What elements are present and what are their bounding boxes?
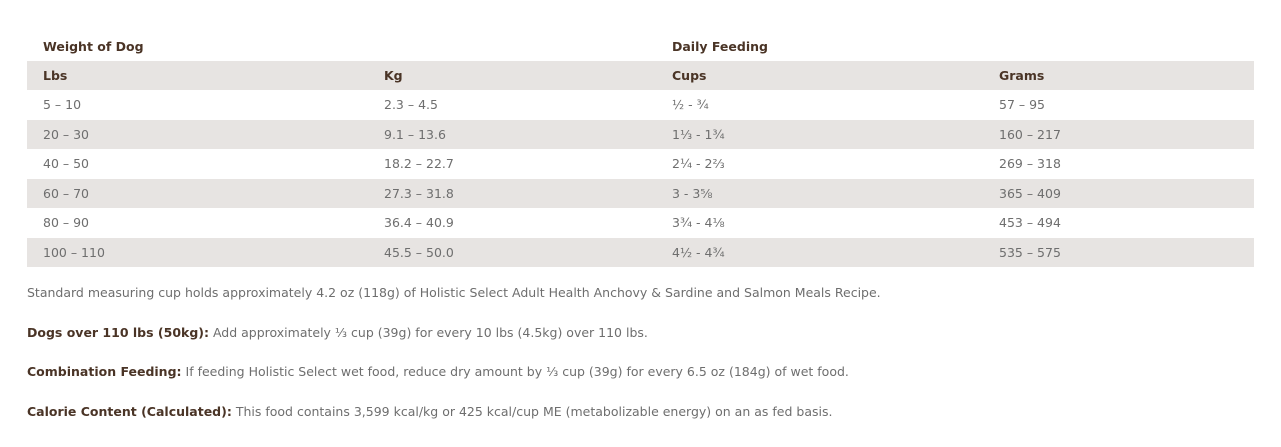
- table-row: 60 – 70 27.3 – 31.8 3 - 3⅝ 365 – 409: [27, 178, 1254, 208]
- column-header-cups: Cups: [656, 61, 983, 90]
- column-header-grams: Grams: [983, 61, 1254, 90]
- calorie-content-text: This food contains 3,599 kcal/kg or 425 …: [231, 403, 833, 419]
- cell-cups: 4½ - 4¾: [656, 237, 983, 267]
- cell-kg: 45.5 – 50.0: [368, 237, 656, 267]
- measuring-cup-note: Standard measuring cup holds approximate…: [27, 285, 881, 300]
- cell-kg: 27.3 – 31.8: [368, 178, 656, 208]
- over-110-lbs-note: Dogs over 110 lbs (50kg): Add approximat…: [27, 323, 1247, 343]
- cell-cups: 3¾ - 4⅛: [656, 208, 983, 238]
- cell-cups: ½ - ¾: [656, 90, 983, 120]
- feeding-table: Weight of Dog Daily Feeding Lbs Kg Cups …: [27, 32, 1254, 267]
- column-header-lbs: Lbs: [27, 61, 368, 90]
- cell-grams: 365 – 409: [983, 178, 1254, 208]
- cell-cups: 1⅓ - 1¾: [656, 119, 983, 149]
- cell-kg: 9.1 – 13.6: [368, 119, 656, 149]
- cell-lbs: 80 – 90: [27, 208, 368, 238]
- cell-lbs: 5 – 10: [27, 90, 368, 120]
- cell-cups: 2¼ - 2⅔: [656, 149, 983, 179]
- cell-lbs: 100 – 110: [27, 237, 368, 267]
- cell-kg: 2.3 – 4.5: [368, 90, 656, 120]
- calorie-content-note: Calorie Content (Calculated): This food …: [27, 402, 1247, 422]
- group-header-row: Weight of Dog Daily Feeding: [27, 32, 1254, 61]
- cell-grams: 57 – 95: [983, 90, 1254, 120]
- combination-feeding-note: Combination Feeding: If feeding Holistic…: [27, 362, 1247, 382]
- table-row: 20 – 30 9.1 – 13.6 1⅓ - 1¾ 160 – 217: [27, 119, 1254, 149]
- over-110-lbs-text: Add approximately ⅓ cup (39g) for every …: [208, 324, 648, 340]
- daily-feeding-header: Daily Feeding: [656, 32, 1254, 61]
- cell-kg: 36.4 – 40.9: [368, 208, 656, 238]
- table-row: 5 – 10 2.3 – 4.5 ½ - ¾ 57 – 95: [27, 90, 1254, 120]
- table-row: 80 – 90 36.4 – 40.9 3¾ - 4⅛ 453 – 494: [27, 208, 1254, 238]
- cell-grams: 535 – 575: [983, 237, 1254, 267]
- column-header-kg: Kg: [368, 61, 656, 90]
- over-110-lbs-label: Dogs over 110 lbs (50kg):: [27, 324, 209, 340]
- cell-kg: 18.2 – 22.7: [368, 149, 656, 179]
- table-row: 40 – 50 18.2 – 22.7 2¼ - 2⅔ 269 – 318: [27, 149, 1254, 179]
- cell-grams: 269 – 318: [983, 149, 1254, 179]
- cell-lbs: 20 – 30: [27, 119, 368, 149]
- cell-lbs: 40 – 50: [27, 149, 368, 179]
- cell-grams: 453 – 494: [983, 208, 1254, 238]
- cell-lbs: 60 – 70: [27, 178, 368, 208]
- column-header-row: Lbs Kg Cups Grams: [27, 61, 1254, 90]
- cell-grams: 160 – 217: [983, 119, 1254, 149]
- feeding-notes: Standard measuring cup holds approximate…: [27, 283, 1247, 422]
- cell-cups: 3 - 3⅝: [656, 178, 983, 208]
- weight-of-dog-header: Weight of Dog: [27, 32, 656, 61]
- calorie-content-label: Calorie Content (Calculated):: [27, 403, 232, 419]
- table-row: 100 – 110 45.5 – 50.0 4½ - 4¾ 535 – 575: [27, 237, 1254, 267]
- combination-feeding-label: Combination Feeding:: [27, 364, 182, 379]
- combination-feeding-text: If feeding Holistic Select wet food, red…: [181, 364, 849, 379]
- feeding-table-container: Weight of Dog Daily Feeding Lbs Kg Cups …: [27, 32, 1254, 267]
